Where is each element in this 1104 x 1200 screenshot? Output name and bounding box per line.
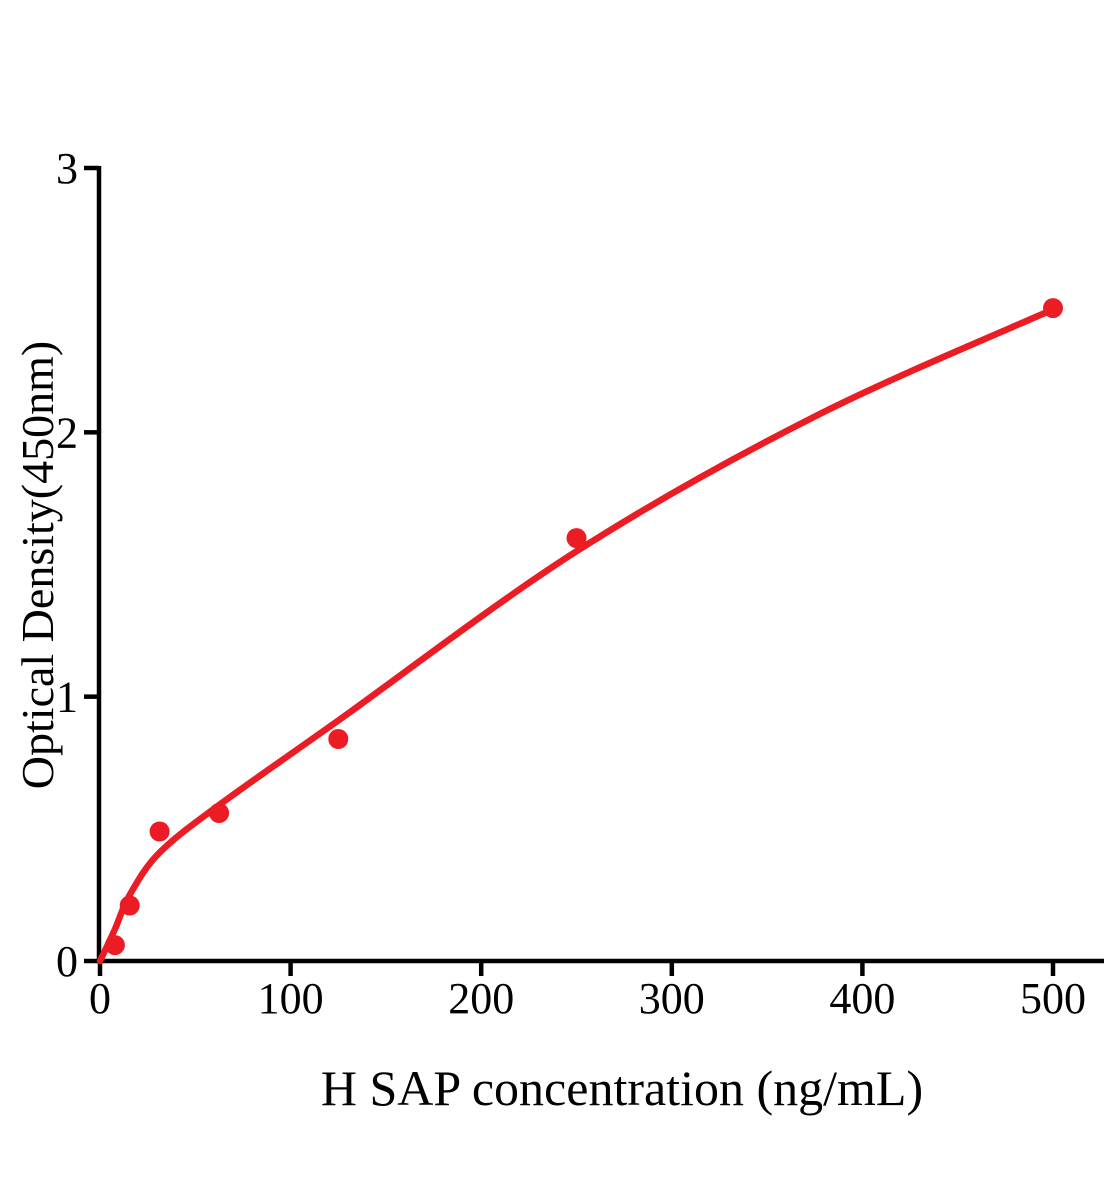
x-tick-label: 200 bbox=[448, 974, 514, 1023]
x-tick-label: 0 bbox=[89, 974, 111, 1023]
axes bbox=[97, 166, 1104, 963]
x-tick-label: 300 bbox=[639, 974, 705, 1023]
y-tick-label: 3 bbox=[56, 144, 78, 193]
data-point-marker bbox=[567, 528, 587, 548]
data-point-marker bbox=[328, 729, 348, 749]
x-tick-label: 100 bbox=[258, 974, 324, 1023]
data-point-marker bbox=[105, 935, 125, 955]
y-tick-label: 0 bbox=[56, 937, 78, 986]
tick-labels: 01002003004005000123 bbox=[56, 144, 1086, 1023]
data-point-marker bbox=[120, 896, 140, 916]
data-point-marker bbox=[209, 803, 229, 823]
chart-canvas: 01002003004005000123 bbox=[0, 0, 1104, 1200]
data-points bbox=[105, 298, 1063, 955]
data-point-marker bbox=[1043, 298, 1063, 318]
data-point-marker bbox=[150, 822, 170, 842]
fit-curve-path bbox=[100, 309, 1053, 961]
x-tick-label: 500 bbox=[1020, 974, 1086, 1023]
fit-curve bbox=[100, 309, 1053, 961]
x-tick-label: 400 bbox=[829, 974, 895, 1023]
elisa-standard-curve-figure: 01002003004005000123 Optical Density(450… bbox=[0, 0, 1104, 1200]
y-axis-title: Optical Density(450nm) bbox=[15, 341, 61, 789]
x-axis-title: H SAP concentration (ng/mL) bbox=[140, 1058, 1104, 1118]
axis-ticks bbox=[84, 168, 1053, 976]
